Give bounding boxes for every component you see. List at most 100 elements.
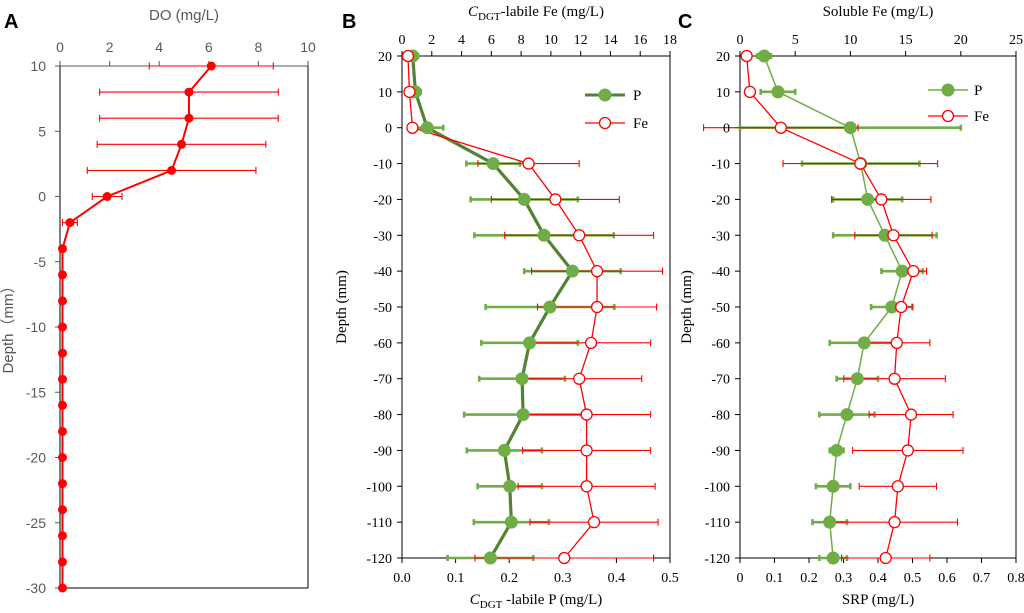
- p-point: [757, 49, 771, 63]
- top-tick-label: 0: [737, 33, 744, 48]
- fe-point: [879, 551, 892, 565]
- p-point: [515, 372, 529, 386]
- fe-point: [403, 85, 416, 99]
- p-point: [850, 372, 864, 386]
- fe-point: [549, 193, 562, 206]
- fe-point: [890, 336, 903, 350]
- y-tick-label: -50: [711, 301, 730, 316]
- do-point: [57, 244, 67, 254]
- panel-b-label: B: [342, 11, 356, 33]
- panel-b-bottom-title-sub: DGT: [480, 599, 503, 611]
- do-point: [57, 557, 67, 567]
- legend-p-label: P: [633, 88, 641, 104]
- y-tick-label: -30: [26, 580, 46, 596]
- top-tick-label: 20: [954, 33, 968, 48]
- p-point: [826, 551, 840, 565]
- p-point: [771, 85, 785, 99]
- p-point: [503, 479, 517, 493]
- do-point: [57, 348, 67, 358]
- p-point: [861, 192, 875, 206]
- do-point: [57, 270, 67, 280]
- y-tick-label: -90: [711, 444, 730, 459]
- legend-fe-label: Fe: [633, 116, 648, 132]
- y-tick-label: -110: [367, 516, 392, 531]
- legend-fe-label: Fe: [974, 109, 989, 125]
- legend-fe-marker: [941, 109, 955, 123]
- bottom-tick-label: 0.4: [869, 571, 887, 586]
- do-point: [177, 139, 187, 149]
- legend-fe-marker: [598, 116, 612, 130]
- do-point: [184, 113, 194, 123]
- top-tick-label: 6: [488, 33, 495, 48]
- p-point: [840, 408, 854, 422]
- panel-c-data: [703, 49, 964, 565]
- bottom-tick-label: 0.5: [904, 571, 922, 586]
- panel-b-bottom-title-rest: -labile P (mg/L): [502, 592, 602, 608]
- top-tick-label: 18: [663, 33, 677, 48]
- y-tick-label: -120: [366, 552, 392, 567]
- fe-point: [584, 336, 598, 350]
- panel-b-top-axis-title: CDGT-labile Fe (mg/L): [468, 4, 604, 23]
- fe-point: [573, 229, 586, 242]
- p-point: [895, 264, 909, 278]
- y-tick-label: -110: [705, 516, 730, 531]
- p-point: [517, 192, 531, 206]
- x-tick-label: 10: [300, 39, 316, 55]
- y-tick-label: -10: [711, 158, 730, 173]
- do-point: [102, 192, 112, 201]
- do-point: [206, 61, 216, 71]
- fe-point: [904, 408, 918, 421]
- p-point: [543, 300, 557, 314]
- top-tick-label: 15: [899, 33, 913, 48]
- do-point: [57, 374, 67, 384]
- p-point: [565, 264, 579, 278]
- fe-point: [854, 157, 867, 170]
- y-tick-label: -60: [711, 337, 730, 352]
- do-point: [57, 583, 67, 593]
- panel-b-bottom-axis-title: CDGT -labile P (mg/L): [470, 592, 602, 611]
- y-tick-label: 5: [38, 123, 46, 139]
- do-point: [57, 426, 67, 436]
- p-point: [830, 443, 844, 457]
- fe-point: [580, 408, 593, 421]
- fe-point: [406, 121, 419, 134]
- y-tick-label: -10: [26, 319, 46, 335]
- y-tick-label: -50: [373, 301, 392, 316]
- panel-a-y-axis-title: Depth（mm）: [0, 278, 17, 373]
- fe-point: [740, 49, 753, 63]
- p-point: [516, 408, 530, 422]
- panel-b-top-title-c: C: [468, 4, 479, 20]
- y-tick-label: 10: [30, 58, 46, 74]
- panel-b-y-axis-title: Depth (mm): [334, 270, 350, 344]
- p-point: [486, 157, 500, 171]
- y-tick-label: 0: [385, 122, 392, 137]
- panel-b: B CDGT-labile Fe (mg/L) CDGT -labile P (…: [334, 4, 679, 611]
- panel-c-y-axis-title: Depth (mm): [679, 270, 695, 344]
- fe-point: [573, 372, 586, 385]
- top-tick-label: 0: [399, 33, 406, 48]
- do-point: [184, 87, 194, 97]
- fe-point: [580, 480, 593, 493]
- bottom-tick-label: 0.4: [608, 571, 626, 586]
- y-tick-label: -10: [373, 158, 392, 173]
- y-tick-label: 10: [716, 86, 730, 101]
- y-tick-label: 20: [378, 50, 392, 65]
- panel-c-top-axis-title: Soluble Fe (mg/L): [823, 4, 934, 20]
- bottom-tick-label: 0: [737, 571, 744, 586]
- p-point: [523, 336, 537, 350]
- fe-point: [891, 480, 905, 493]
- panel-b-top-title-rest: -labile Fe (mg/L): [501, 4, 604, 20]
- fe-point: [875, 193, 888, 206]
- panel-b-tick-labels: 0 2 4 6 8 10 12 14 16 18 0.0 0.1 0.2 0.3 0.4 0.5 20 10 0 -1…: [366, 33, 678, 586]
- top-tick-label: 14: [603, 33, 617, 48]
- do-point: [57, 505, 67, 515]
- fe-point: [774, 121, 787, 134]
- panel-c-label: C: [678, 11, 692, 33]
- y-tick-label: 0: [723, 122, 730, 137]
- y-tick-label: -80: [373, 409, 392, 424]
- panel-a: A DO (mg/L) Depth（mm） 0 2 4 6 8 10 10 5 0 -5 -10 -1…: [0, 7, 316, 596]
- x-tick-label: 6: [205, 39, 213, 55]
- do-point: [57, 296, 67, 306]
- fe-point: [401, 49, 415, 63]
- fe-point: [522, 157, 535, 170]
